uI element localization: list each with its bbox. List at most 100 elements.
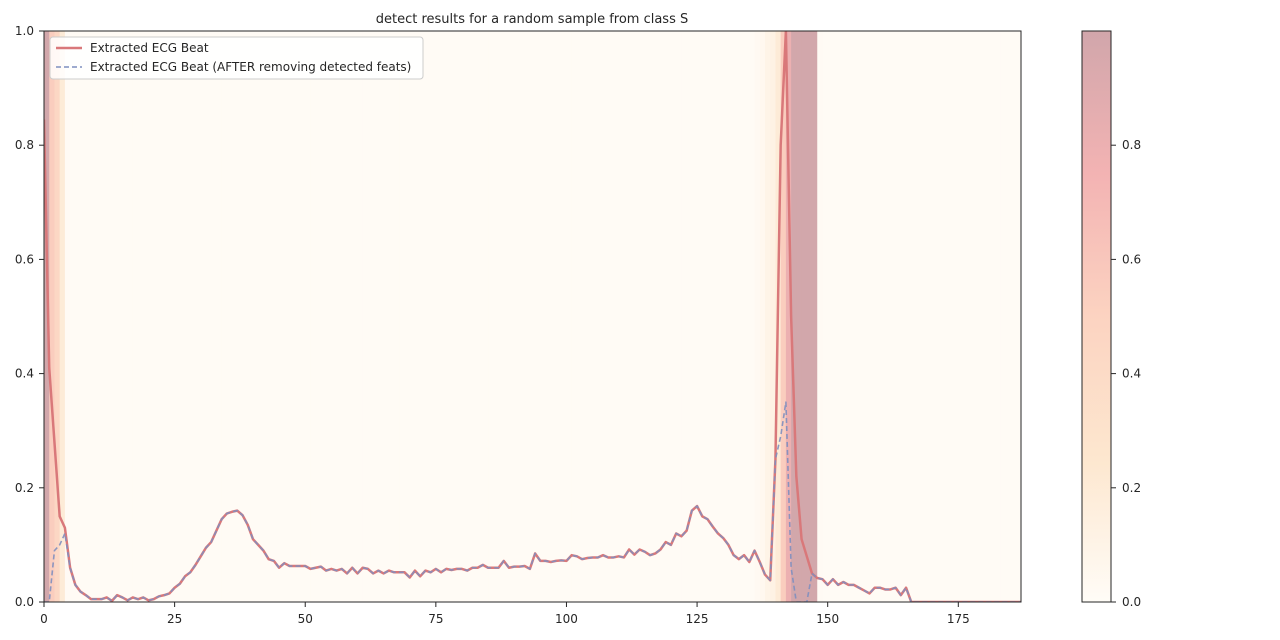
- shading-band: [817, 31, 824, 602]
- shading-band: [362, 31, 369, 602]
- legend-box: [49, 36, 424, 80]
- shading-band: [508, 31, 515, 602]
- colorbar-tick-label: 0.0: [1122, 595, 1141, 609]
- x-axis: 0 25 50 75 100 125 150 175: [40, 602, 970, 626]
- shading-band: [890, 31, 897, 602]
- shading-band: [879, 31, 886, 602]
- x-tick-label: 150: [816, 612, 839, 626]
- shading-band: [770, 31, 777, 602]
- shading-band: [712, 31, 719, 602]
- shading-band: [754, 31, 761, 602]
- shading-band: [540, 31, 547, 602]
- shading-band: [148, 31, 155, 602]
- shading-band: [524, 31, 531, 602]
- shading-band: [451, 31, 458, 602]
- shading-band: [822, 31, 829, 602]
- shading-band: [1015, 31, 1021, 602]
- shading-band: [461, 31, 468, 602]
- shading-band: [900, 31, 907, 602]
- shading-band: [780, 31, 787, 602]
- shading-band: [859, 31, 865, 602]
- shading-band: [75, 31, 82, 602]
- shading-band: [801, 31, 808, 602]
- shading-band: [937, 31, 944, 602]
- shading-band: [49, 31, 56, 602]
- shading-band: [216, 31, 223, 602]
- shading-band: [394, 31, 400, 602]
- shading-band: [1005, 31, 1012, 602]
- shading-band: [388, 31, 395, 602]
- plot-frame: [43, 30, 1022, 603]
- shading-band: [300, 31, 306, 602]
- shading-band: [237, 31, 244, 602]
- shading-band: [843, 31, 850, 602]
- x-tick-label: 25: [167, 612, 182, 626]
- shading-band: [906, 31, 912, 602]
- colorbar-gradient: [1081, 30, 1112, 603]
- shading-band: [59, 31, 66, 602]
- shading-band: [681, 31, 688, 602]
- shading-band: [963, 31, 970, 602]
- shading-band: [200, 31, 207, 602]
- shading-band: [111, 31, 118, 602]
- shading-band: [1021, 31, 1027, 602]
- shading-band: [185, 31, 191, 602]
- shading-band: [608, 31, 615, 602]
- shading-band: [263, 31, 270, 602]
- shading-band: [603, 31, 609, 602]
- shading-band: [205, 31, 212, 602]
- shading-band: [190, 31, 197, 602]
- shading-band: [545, 31, 552, 602]
- shading-band: [812, 31, 818, 602]
- shading-band: [587, 31, 594, 602]
- shading-band: [446, 31, 453, 602]
- shading-band: [911, 31, 918, 602]
- shading-band: [676, 31, 683, 602]
- shading-band: [717, 31, 724, 602]
- shading-band: [535, 31, 541, 602]
- shading-band: [336, 31, 343, 602]
- legend: Extracted ECG Beat Extracted ECG Beat (A…: [49, 36, 424, 80]
- shading-band: [503, 31, 510, 602]
- shading-band: [953, 31, 959, 602]
- shading-band: [289, 31, 296, 602]
- shading-band: [660, 31, 667, 602]
- shading-band: [273, 31, 280, 602]
- shading-band: [242, 31, 249, 602]
- shading-band: [64, 31, 71, 602]
- shading-band: [838, 31, 844, 602]
- shading-band: [399, 31, 406, 602]
- shading-band: [691, 31, 698, 602]
- shading-band: [132, 31, 139, 602]
- colorbar-tick-label: 0.8: [1122, 138, 1141, 152]
- y-tick-label: 1.0: [15, 24, 34, 38]
- shading-band: [488, 31, 494, 602]
- shading-band: [895, 31, 902, 602]
- colorbar-tick-label: 0.6: [1122, 252, 1141, 266]
- shading-band: [613, 31, 620, 602]
- shading-band: [550, 31, 557, 602]
- shading-band: [122, 31, 129, 602]
- colorbar-tick-label: 0.4: [1122, 367, 1141, 381]
- shading-band: [404, 31, 411, 602]
- shading-band: [984, 31, 991, 602]
- shading-band: [806, 31, 813, 602]
- shading-band: [744, 31, 750, 602]
- shading-band: [268, 31, 275, 602]
- x-tick-label: 0: [40, 612, 48, 626]
- shading-band: [650, 31, 656, 602]
- shading-band: [723, 31, 730, 602]
- shading-band: [947, 31, 954, 602]
- shading-band: [294, 31, 301, 602]
- shading-band: [942, 31, 949, 602]
- shading-band: [973, 31, 980, 602]
- shading-band: [477, 31, 484, 602]
- shading-band: [932, 31, 939, 602]
- shading-band: [853, 31, 860, 602]
- shading-band: [618, 31, 625, 602]
- shading-band: [926, 31, 933, 602]
- shading-band: [341, 31, 348, 602]
- shading-band: [1000, 31, 1006, 602]
- shading-band: [174, 31, 181, 602]
